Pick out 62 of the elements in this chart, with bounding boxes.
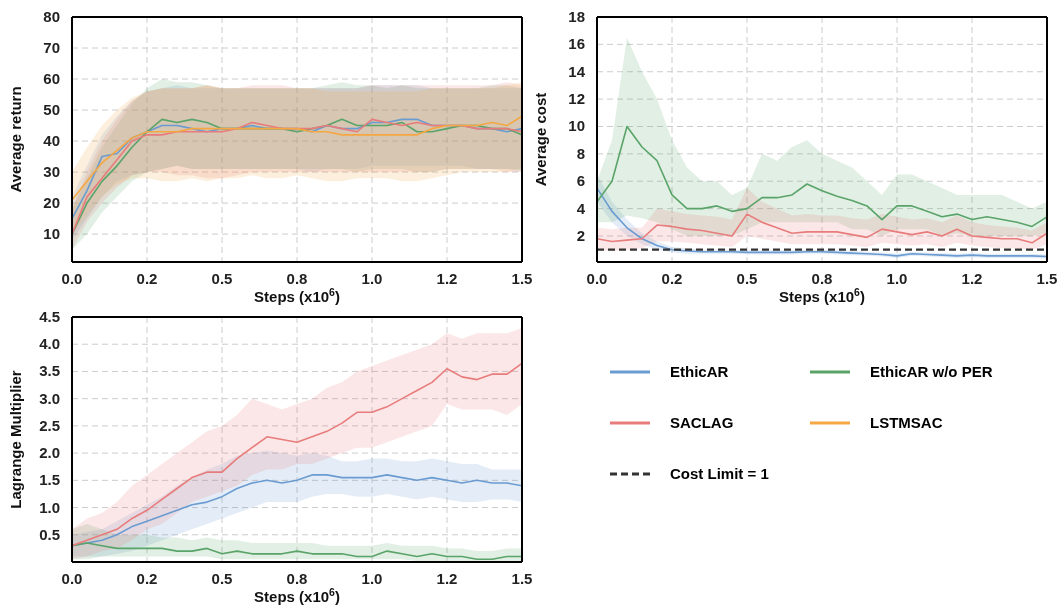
- y-tick-label: 60: [43, 70, 60, 88]
- x-tick-label: 0.2: [136, 270, 158, 287]
- y-tick-label: 18: [568, 8, 585, 25]
- x-axis-title: Steps (x10$^{6}$): [254, 286, 340, 305]
- x-tick-label: 1.0: [361, 270, 383, 287]
- x-tick-label: 0.5: [211, 570, 233, 587]
- x-tick-label: 0.5: [736, 270, 758, 287]
- x-axis-title: Steps (x10$^{6}$): [779, 286, 865, 305]
- y-tick-label: 50: [43, 101, 60, 119]
- y-tick-label: 4.0: [39, 335, 60, 353]
- x-tick-label: 1.5: [1036, 270, 1058, 287]
- y-tick-label: 3.0: [39, 389, 60, 407]
- legend-label: EthicAR: [670, 363, 729, 380]
- y-tick-label: 2.5: [39, 416, 60, 434]
- x-tick-label: 1.0: [886, 270, 908, 287]
- y-axis-title: Average return: [7, 86, 25, 193]
- line-series: [72, 115, 522, 201]
- y-tick-label: 6: [576, 172, 585, 190]
- x-tick-label: 1.2: [961, 270, 983, 287]
- y-tick-label: 1.0: [39, 498, 60, 516]
- y-tick-label: 8: [576, 144, 585, 162]
- x-tick-label: 0.8: [811, 270, 833, 287]
- x-tick-label: 0.0: [61, 570, 83, 587]
- y-tick-label: 12: [568, 90, 585, 108]
- y-tick-label: 40: [43, 132, 60, 150]
- y-tick-label: 10: [43, 225, 60, 243]
- y-axis-title: Average cost: [532, 92, 550, 187]
- x-tick-label: 0.2: [661, 270, 683, 287]
- x-tick-label: 0.8: [286, 270, 308, 287]
- x-tick-label: 1.2: [436, 270, 458, 287]
- y-tick-label: 10: [568, 117, 585, 135]
- y-tick-label: 16: [568, 35, 585, 53]
- y-tick-label: 70: [43, 39, 60, 57]
- y-tick-label: 80: [43, 8, 60, 25]
- x-tick-label: 1.5: [511, 270, 533, 287]
- x-tick-label: 1.2: [436, 570, 458, 587]
- legend-label: SACLAG: [670, 414, 734, 431]
- x-tick-label: 1.0: [361, 570, 383, 587]
- y-tick-label: 2.0: [39, 444, 60, 462]
- y-tick-label: 14: [568, 62, 586, 80]
- y-tick-label: 20: [43, 194, 60, 212]
- y-tick-label: 2: [576, 226, 585, 244]
- y-tick-label: 3.5: [39, 362, 60, 380]
- legend-label: LSTMSAC: [870, 414, 943, 431]
- text: Cost Limit = 1: [670, 465, 769, 482]
- x-tick-label: 0.8: [286, 570, 308, 587]
- y-tick-label: 30: [43, 163, 60, 181]
- y-tick-label: 4: [576, 199, 586, 217]
- y-tick-label: 1.5: [39, 471, 60, 489]
- x-tick-label: 0.5: [211, 270, 233, 287]
- line-series: [597, 213, 1047, 244]
- y-axis-title: Lagrange Multiplier: [7, 370, 25, 509]
- line-series: [597, 125, 1047, 228]
- x-tick-label: 1.5: [511, 570, 533, 587]
- legend-label: EthicAR w/o PER: [870, 363, 993, 380]
- x-tick-label: 0.2: [136, 570, 158, 587]
- x-axis-title: Steps (x10$^{6}$): [254, 586, 340, 605]
- y-tick-label: 0.5: [39, 525, 60, 543]
- x-tick-label: 0.0: [61, 270, 83, 287]
- y-tick-label: 4.5: [39, 308, 60, 325]
- x-tick-label: 0.0: [586, 270, 608, 287]
- line-series: [72, 362, 522, 547]
